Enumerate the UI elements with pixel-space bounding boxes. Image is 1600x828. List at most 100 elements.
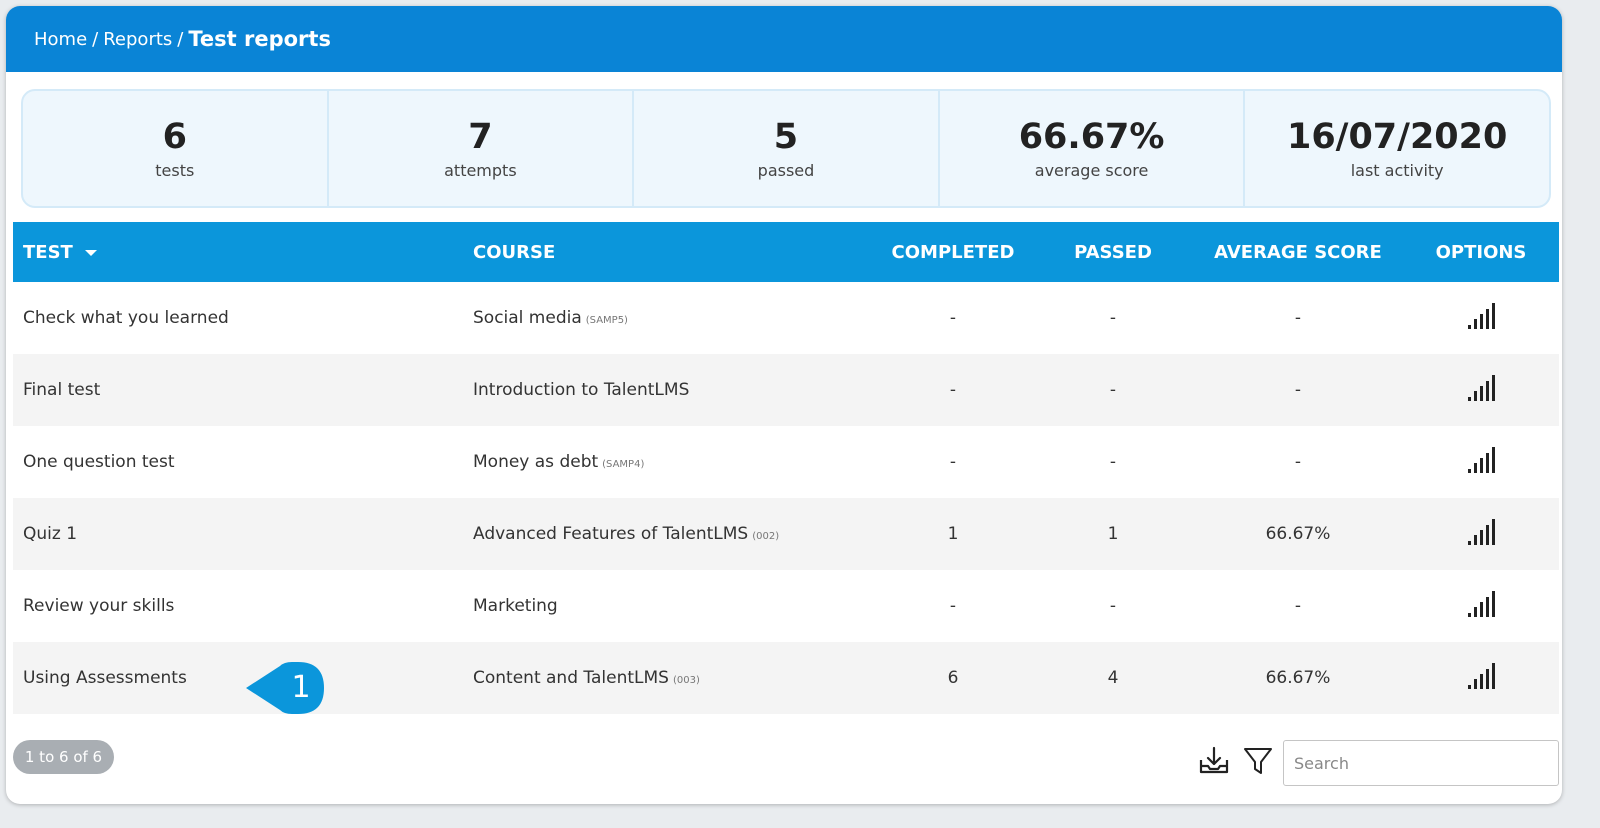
filter-icon[interactable] [1243, 746, 1273, 780]
test-name-cell[interactable]: Review your skills [13, 570, 473, 642]
breadcrumb-separator: / [177, 28, 184, 50]
column-header-passed[interactable]: PASSED [1074, 241, 1152, 263]
stat-label: passed [757, 161, 815, 180]
page-title: Test reports [188, 27, 331, 51]
average-score-cell: - [1294, 308, 1302, 328]
course-code: (002) [752, 531, 780, 542]
table-header-row: TEST COURSE COMPLETED PASSED AVERAGE SCO… [13, 222, 1559, 282]
course-name: Marketing [473, 596, 558, 616]
course-cell: Money as debt (SAMP4) [473, 426, 873, 498]
search-input[interactable] [1283, 740, 1559, 786]
stat-value: 66.67% [1018, 117, 1165, 157]
course-cell: Content and TalentLMS (003) [473, 642, 873, 714]
column-header-test[interactable]: TEST [13, 222, 473, 282]
stat-tests: 6 tests [23, 91, 329, 206]
sort-down-icon[interactable] [84, 249, 97, 256]
stats-summary: 6 tests 7 attempts 5 passed 66.67% avera… [21, 89, 1551, 208]
stat-value: 6 [162, 117, 187, 157]
stat-label: average score [1034, 161, 1149, 180]
table-row: Final test Introduction to TalentLMS - - - [13, 354, 1559, 426]
course-code: (SAMP4) [602, 459, 645, 470]
callout-arrow-icon [246, 662, 324, 714]
step-callout: 1 [246, 662, 326, 714]
stat-label: attempts [444, 161, 517, 180]
passed-cell: 1 [1107, 524, 1119, 544]
pagination-info: 1 to 6 of 6 [13, 740, 114, 774]
completed-cell: - [949, 380, 957, 400]
stat-label: last activity [1350, 161, 1444, 180]
average-score-cell: - [1294, 452, 1302, 472]
stat-value: 16/07/2020 [1286, 117, 1508, 157]
course-name: Introduction to TalentLMS [473, 380, 690, 400]
test-name-cell[interactable]: Quiz 1 [13, 498, 473, 570]
test-name-cell[interactable]: Final test [13, 354, 473, 426]
stat-value: 5 [773, 117, 799, 157]
table-row: Review your skills Marketing - - - [13, 570, 1559, 642]
course-cell: Advanced Features of TalentLMS (002) [473, 498, 873, 570]
breadcrumb-separator: / [92, 28, 99, 50]
completed-cell: - [949, 308, 957, 328]
passed-cell: - [1109, 380, 1117, 400]
reports-bar-chart-icon[interactable] [1467, 302, 1495, 329]
column-header-average-score[interactable]: AVERAGE SCORE [1214, 241, 1382, 263]
course-name: Money as debt [473, 452, 599, 472]
average-score-cell: - [1294, 380, 1302, 400]
passed-cell: - [1109, 596, 1117, 616]
completed-cell: 6 [947, 668, 959, 688]
course-cell: Social media (SAMP5) [473, 282, 873, 354]
test-name: Final test [23, 380, 101, 400]
export-icon[interactable] [1198, 746, 1230, 780]
passed-cell: - [1109, 452, 1117, 472]
stat-label: tests [155, 161, 195, 180]
completed-cell: - [949, 596, 957, 616]
breadcrumb: Home / Reports / Test reports [6, 6, 1562, 72]
course-name: Content and TalentLMS [473, 668, 669, 688]
table-row: One question test Money as debt (SAMP4) - - - [13, 426, 1559, 498]
reports-bar-chart-icon[interactable] [1467, 662, 1495, 689]
course-code: (003) [672, 675, 700, 686]
stat-attempts: 7 attempts [329, 91, 635, 206]
reports-bar-chart-icon[interactable] [1467, 518, 1495, 545]
average-score-cell: 66.67% [1265, 668, 1331, 688]
course-code: (SAMP5) [585, 315, 628, 326]
course-name: Social media [473, 308, 582, 328]
completed-cell: - [949, 452, 957, 472]
average-score-cell: 66.67% [1265, 524, 1331, 544]
stat-passed: 5 passed [634, 91, 940, 206]
callout-number: 1 [291, 670, 311, 705]
table-row: Using Assessments Content and TalentLMS (0… [13, 642, 1559, 714]
test-name-cell[interactable]: One question test [13, 426, 473, 498]
options-cell [1403, 426, 1559, 498]
test-name-cell[interactable]: Using Assessments [13, 642, 473, 714]
passed-cell: - [1109, 308, 1117, 328]
test-name: Using Assessments [23, 668, 187, 688]
stat-last-activity: 16/07/2020 last activity [1245, 91, 1549, 206]
column-header-options: OPTIONS [1435, 241, 1527, 263]
table-row: Quiz 1 Advanced Features of TalentLMS (002… [13, 498, 1559, 570]
options-cell [1403, 570, 1559, 642]
passed-cell: 4 [1107, 668, 1119, 688]
column-header-label: TEST [23, 241, 73, 263]
completed-cell: 1 [947, 524, 959, 544]
breadcrumb-home[interactable]: Home [34, 28, 88, 50]
test-reports-table: TEST COURSE COMPLETED PASSED AVERAGE SCO… [13, 222, 1559, 714]
options-cell [1403, 282, 1559, 354]
stat-value: 7 [468, 117, 493, 157]
course-cell: Introduction to TalentLMS [473, 354, 873, 426]
test-name: Review your skills [23, 596, 175, 616]
table-row: Check what you learned Social media (SAMP5… [13, 282, 1559, 354]
test-name: Quiz 1 [23, 524, 78, 544]
average-score-cell: - [1294, 596, 1302, 616]
test-name-cell[interactable]: Check what you learned [13, 282, 473, 354]
options-cell [1403, 642, 1559, 714]
test-name: Check what you learned [23, 308, 229, 328]
breadcrumb-reports[interactable]: Reports [103, 28, 173, 50]
options-cell [1403, 354, 1559, 426]
column-header-completed[interactable]: COMPLETED [891, 241, 1015, 263]
test-name: One question test [23, 452, 175, 472]
options-cell [1403, 498, 1559, 570]
reports-bar-chart-icon[interactable] [1467, 590, 1495, 617]
column-header-course[interactable]: COURSE [473, 241, 556, 263]
reports-bar-chart-icon[interactable] [1467, 374, 1495, 401]
reports-bar-chart-icon[interactable] [1467, 446, 1495, 473]
